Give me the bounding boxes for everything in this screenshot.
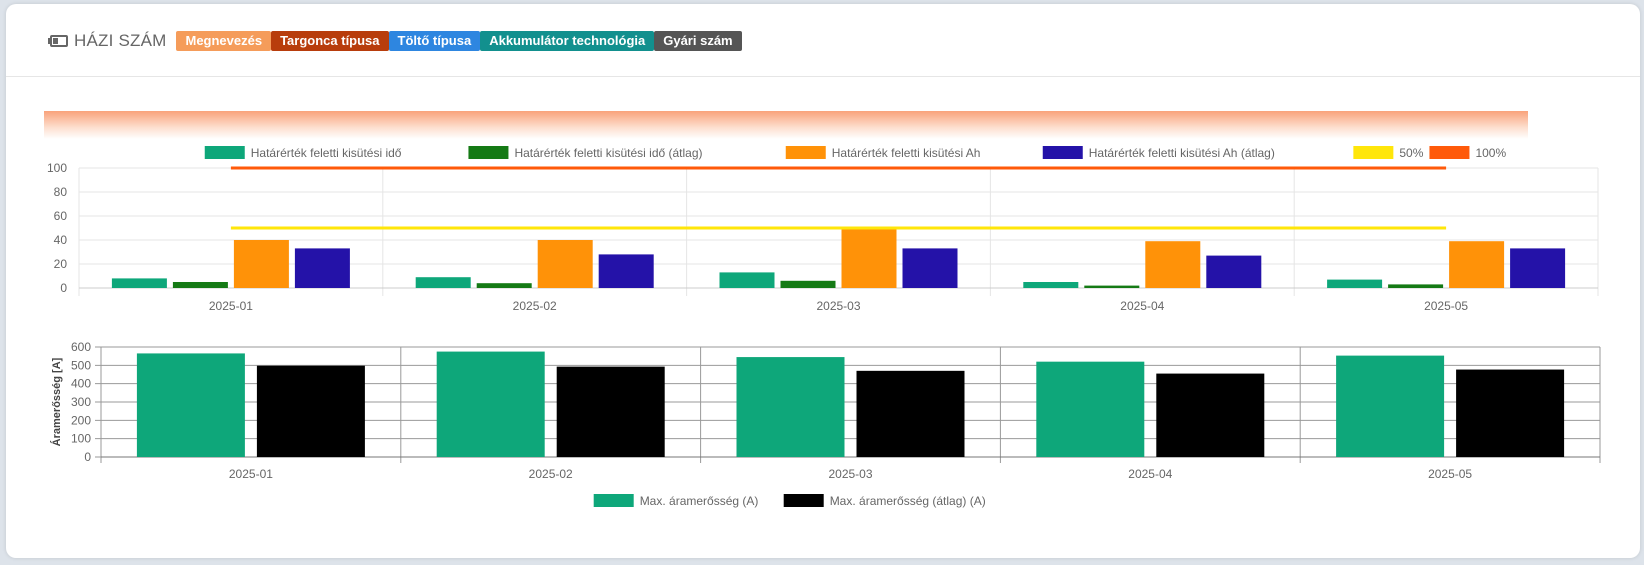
legend-label: Határérték feletti kisütési idő (átlag) bbox=[514, 146, 702, 160]
bar-1-2025-01 bbox=[111, 278, 167, 288]
bar-2-2025-05 bbox=[1388, 284, 1444, 288]
bar-1-2025-02 bbox=[436, 351, 545, 457]
y-tick-label: 0 bbox=[84, 450, 91, 464]
x-tick-label: 2025-05 bbox=[1424, 299, 1468, 313]
y-tick-label: 400 bbox=[71, 377, 91, 391]
bar-2-2025-02 bbox=[476, 283, 532, 288]
legend-label: Max. áramerősség (átlag) (A) bbox=[830, 494, 986, 508]
bar-3-2025-01 bbox=[233, 240, 289, 288]
y-tick-label: 40 bbox=[54, 233, 68, 247]
x-tick-label: 2025-03 bbox=[828, 467, 872, 481]
bar-1-2025-03 bbox=[736, 357, 845, 457]
badge-forklift-type: Targonca típusa bbox=[271, 31, 389, 51]
bar-1-2025-02 bbox=[415, 277, 471, 288]
legend-label: Határérték feletti kisütési idő bbox=[251, 146, 402, 160]
badge-battery-technology: Akkumulátor technológia bbox=[480, 31, 655, 51]
chart-header-band bbox=[44, 111, 1528, 139]
battery-icon bbox=[48, 35, 70, 47]
bar-2-2025-01 bbox=[172, 282, 228, 288]
legend-label: 100% bbox=[1475, 146, 1506, 160]
x-tick-label: 2025-03 bbox=[816, 299, 860, 313]
bar-3-2025-04 bbox=[1145, 241, 1201, 288]
badge-charger-type: Töltő típusa bbox=[388, 31, 481, 51]
y-tick-label: 20 bbox=[54, 257, 68, 271]
y-tick-label: 100 bbox=[47, 161, 67, 175]
bar-2-2025-04 bbox=[1084, 285, 1140, 288]
title-row: HÁZI SZÁM Megnevezés Targonca típusa Töl… bbox=[48, 29, 742, 53]
legend-swatch bbox=[1353, 146, 1394, 159]
legend-label: Max. áramerősség (A) bbox=[640, 494, 759, 508]
bar-2-2025-02 bbox=[556, 366, 665, 457]
legend-label: Határérték feletti kisütési Ah (átlag) bbox=[1089, 146, 1275, 160]
legend-label: 50% bbox=[1399, 146, 1423, 160]
bar-3-2025-05 bbox=[1449, 241, 1505, 288]
bar-2-2025-03 bbox=[780, 280, 836, 288]
bar-1-2025-05 bbox=[1327, 279, 1383, 288]
legend-swatch bbox=[468, 146, 509, 159]
legend-swatch bbox=[1042, 146, 1083, 159]
bar-2-2025-05 bbox=[1456, 369, 1565, 457]
badge-serial-number: Gyári szám bbox=[654, 31, 742, 51]
y-tick-label: 600 bbox=[71, 340, 91, 354]
x-tick-label: 2025-01 bbox=[229, 467, 273, 481]
bar-4-2025-05 bbox=[1510, 248, 1566, 288]
legend-swatch bbox=[204, 146, 245, 159]
y-tick-label: 200 bbox=[71, 413, 91, 427]
bar-4-2025-02 bbox=[598, 254, 654, 288]
legend-swatch bbox=[783, 494, 824, 507]
y-axis-label: Áramerősség [A] bbox=[50, 357, 63, 446]
bar-2-2025-01 bbox=[256, 365, 365, 457]
bar-2-2025-04 bbox=[1156, 373, 1265, 457]
x-tick-label: 2025-02 bbox=[529, 467, 573, 481]
legend-swatch bbox=[1429, 146, 1470, 159]
bar-1-2025-04 bbox=[1023, 282, 1079, 288]
bar-4-2025-04 bbox=[1206, 255, 1262, 288]
legend-swatch bbox=[593, 494, 634, 507]
y-tick-label: 500 bbox=[71, 358, 91, 372]
x-tick-label: 2025-02 bbox=[513, 299, 557, 313]
bar-1-2025-04 bbox=[1036, 361, 1145, 457]
y-tick-label: 80 bbox=[54, 185, 68, 199]
bar-4-2025-03 bbox=[902, 248, 958, 288]
x-tick-label: 2025-04 bbox=[1120, 299, 1164, 313]
y-tick-label: 0 bbox=[60, 281, 67, 295]
bar-3-2025-02 bbox=[537, 240, 593, 288]
y-tick-label: 100 bbox=[71, 432, 91, 446]
bar-2-2025-03 bbox=[856, 370, 965, 457]
legend-label: Határérték feletti kisütési Ah bbox=[832, 146, 981, 160]
page-title: HÁZI SZÁM bbox=[74, 31, 167, 50]
x-tick-label: 2025-04 bbox=[1128, 467, 1172, 481]
card-header: HÁZI SZÁM Megnevezés Targonca típusa Töl… bbox=[6, 4, 1640, 77]
y-tick-label: 300 bbox=[71, 395, 91, 409]
bar-1-2025-03 bbox=[719, 272, 775, 288]
x-tick-label: 2025-01 bbox=[209, 299, 253, 313]
y-tick-label: 60 bbox=[54, 209, 68, 223]
bar-1-2025-01 bbox=[136, 353, 245, 457]
badge-name: Megnevezés bbox=[176, 31, 272, 51]
x-tick-label: 2025-05 bbox=[1428, 467, 1472, 481]
bar-1-2025-05 bbox=[1336, 355, 1445, 457]
legend-swatch bbox=[785, 146, 826, 159]
bar-4-2025-01 bbox=[294, 248, 350, 288]
bar-3-2025-03 bbox=[841, 226, 897, 288]
